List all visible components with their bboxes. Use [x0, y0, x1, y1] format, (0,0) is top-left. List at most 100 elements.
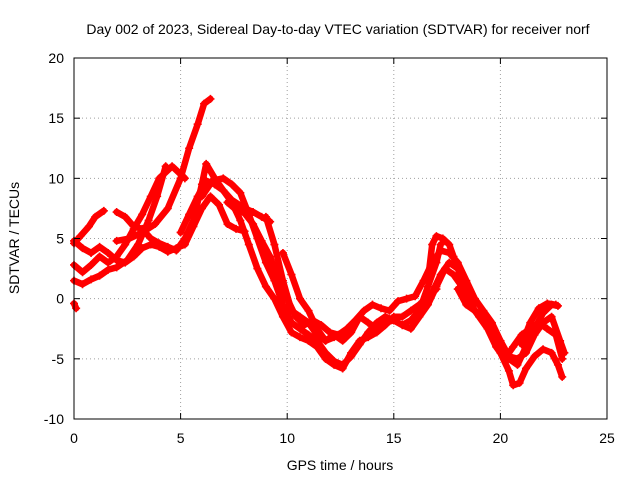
data-point — [287, 328, 296, 337]
data-point — [78, 280, 87, 289]
data-point — [438, 234, 447, 243]
data-point — [112, 208, 121, 217]
data-point — [509, 342, 518, 351]
data-point — [87, 260, 96, 269]
data-point — [347, 328, 356, 337]
data-point — [304, 306, 313, 315]
data-point — [385, 306, 394, 315]
data-point — [521, 364, 530, 373]
data-point — [232, 224, 241, 233]
data-point — [295, 333, 304, 342]
data-point — [530, 352, 539, 361]
data-point — [185, 144, 194, 153]
data-point — [432, 232, 441, 241]
data-point — [99, 206, 108, 215]
data-point — [78, 244, 87, 253]
data-point — [338, 330, 347, 339]
data-point — [138, 210, 147, 219]
data-point — [470, 306, 479, 315]
data-point — [496, 348, 505, 357]
data-point — [372, 324, 381, 333]
data-point — [415, 312, 424, 321]
series-trace — [113, 95, 214, 245]
data-point — [509, 381, 518, 390]
data-point — [394, 297, 403, 306]
data-point — [428, 240, 437, 249]
data-point — [261, 258, 270, 267]
y-axis-label: SDTVAR / TECUs — [6, 182, 22, 294]
data-point — [249, 220, 258, 229]
y-tick-label: 15 — [48, 110, 64, 126]
data-point — [547, 348, 556, 357]
data-point — [219, 174, 228, 183]
data-point — [95, 242, 104, 251]
data-point — [155, 174, 164, 183]
data-point — [151, 220, 160, 229]
data-point — [295, 324, 304, 333]
x-axis-label: GPS time / hours — [287, 457, 394, 473]
data-point — [321, 336, 330, 345]
data-point — [206, 192, 215, 201]
data-point — [449, 270, 458, 279]
data-point — [517, 340, 526, 349]
data-point — [227, 180, 236, 189]
data-point — [172, 246, 181, 255]
data-point — [539, 309, 548, 318]
data-point — [496, 336, 505, 345]
data-point — [146, 234, 155, 243]
data-point — [236, 216, 245, 225]
data-point — [513, 354, 522, 363]
data-point — [355, 340, 364, 349]
data-point — [121, 212, 130, 221]
data-point — [504, 352, 513, 361]
data-point — [261, 282, 270, 291]
data-point — [359, 306, 368, 315]
data-point — [515, 378, 524, 387]
data-point — [313, 324, 322, 333]
data-point — [287, 318, 296, 327]
data-point — [240, 209, 249, 218]
data-point — [78, 268, 87, 277]
data-point — [338, 360, 347, 369]
data-point — [244, 240, 253, 249]
data-point — [551, 300, 560, 309]
data-point — [193, 120, 202, 129]
data-point — [377, 304, 386, 313]
data-point — [402, 294, 411, 303]
data-point — [287, 270, 296, 279]
data-point — [560, 348, 569, 357]
x-tick-label: 25 — [599, 430, 615, 446]
data-point — [368, 300, 377, 309]
data-point — [206, 94, 215, 103]
data-point — [389, 316, 398, 325]
x-tick-label: 15 — [386, 430, 402, 446]
data-point — [180, 234, 189, 243]
data-point — [423, 276, 432, 285]
data-point — [347, 352, 356, 361]
data-point — [202, 159, 211, 168]
data-point — [197, 192, 206, 201]
data-point — [449, 252, 458, 261]
series-track-16 — [517, 299, 560, 349]
data-point — [112, 236, 121, 245]
y-tick-label: 0 — [56, 291, 64, 307]
axis-ticks: 0 5 10 15 20 25 -10 -5 0 5 10 15 20 — [44, 50, 615, 446]
data-point — [133, 240, 142, 249]
data-point — [462, 300, 471, 309]
data-point — [163, 242, 172, 251]
data-point — [270, 240, 279, 249]
data-point — [526, 318, 535, 327]
data-point — [121, 258, 130, 267]
data-point — [521, 348, 530, 357]
series-track-4 — [70, 162, 189, 277]
data-point — [95, 252, 104, 261]
data-point — [406, 306, 415, 315]
data-point — [176, 174, 185, 183]
data-point — [436, 270, 445, 279]
data-point — [236, 188, 245, 197]
data-point — [553, 360, 562, 369]
data-point — [398, 312, 407, 321]
data-point — [381, 318, 390, 327]
data-point — [543, 324, 552, 333]
